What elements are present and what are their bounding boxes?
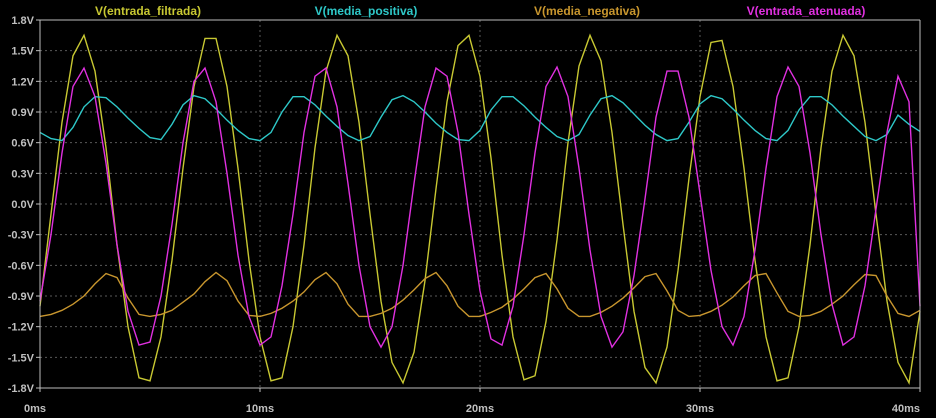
x-tick-label: 20ms	[466, 403, 494, 415]
legend: V(entrada_filtrada) V(media_positiva) V(me…	[95, 4, 865, 18]
y-tick-label: -1.8V	[8, 383, 35, 395]
y-tick-label: 0.6V	[11, 138, 34, 150]
traces	[39, 33, 921, 386]
legend-entry: V(entrada_atenuada)	[747, 4, 866, 18]
y-tick-label: -1.5V	[8, 352, 35, 364]
y-tick-label: 0.9V	[11, 107, 34, 119]
x-tick-label: 0ms	[24, 403, 46, 415]
y-tick-label: -0.9V	[8, 291, 35, 303]
legend-entry: V(media_positiva)	[315, 4, 418, 18]
x-tick-label: 10ms	[246, 403, 274, 415]
y-axis-ticks: 1.8V 1.5V 1.2V 0.9V 0.6V 0.3V 0.0V -0.3V -0.6V -0…	[8, 15, 40, 395]
legend-entry: V(media_negativa)	[534, 4, 640, 18]
y-tick-label: 1.5V	[11, 46, 34, 58]
x-tick-label: 30ms	[686, 403, 714, 415]
y-tick-label: 1.8V	[11, 15, 34, 27]
y-tick-label: -0.6V	[8, 260, 35, 272]
y-tick-label: 1.2V	[11, 76, 34, 88]
trace-v-media-negativa-	[39, 271, 921, 318]
trace-v-entrada-atenuada-	[39, 65, 921, 349]
trace-v-media-positiva-	[39, 94, 921, 142]
trace-v-entrada-filtrada-	[39, 33, 921, 386]
y-tick-label: -1.2V	[8, 322, 35, 334]
y-tick-label: 0.3V	[11, 168, 34, 180]
legend-entry: V(entrada_filtrada)	[95, 4, 201, 18]
x-tick-label: 40ms	[892, 403, 920, 415]
y-tick-label: -0.3V	[8, 230, 35, 242]
y-tick-label: 0.0V	[11, 199, 34, 211]
x-axis-ticks: 0ms 10ms 20ms 30ms 40ms	[24, 388, 921, 415]
